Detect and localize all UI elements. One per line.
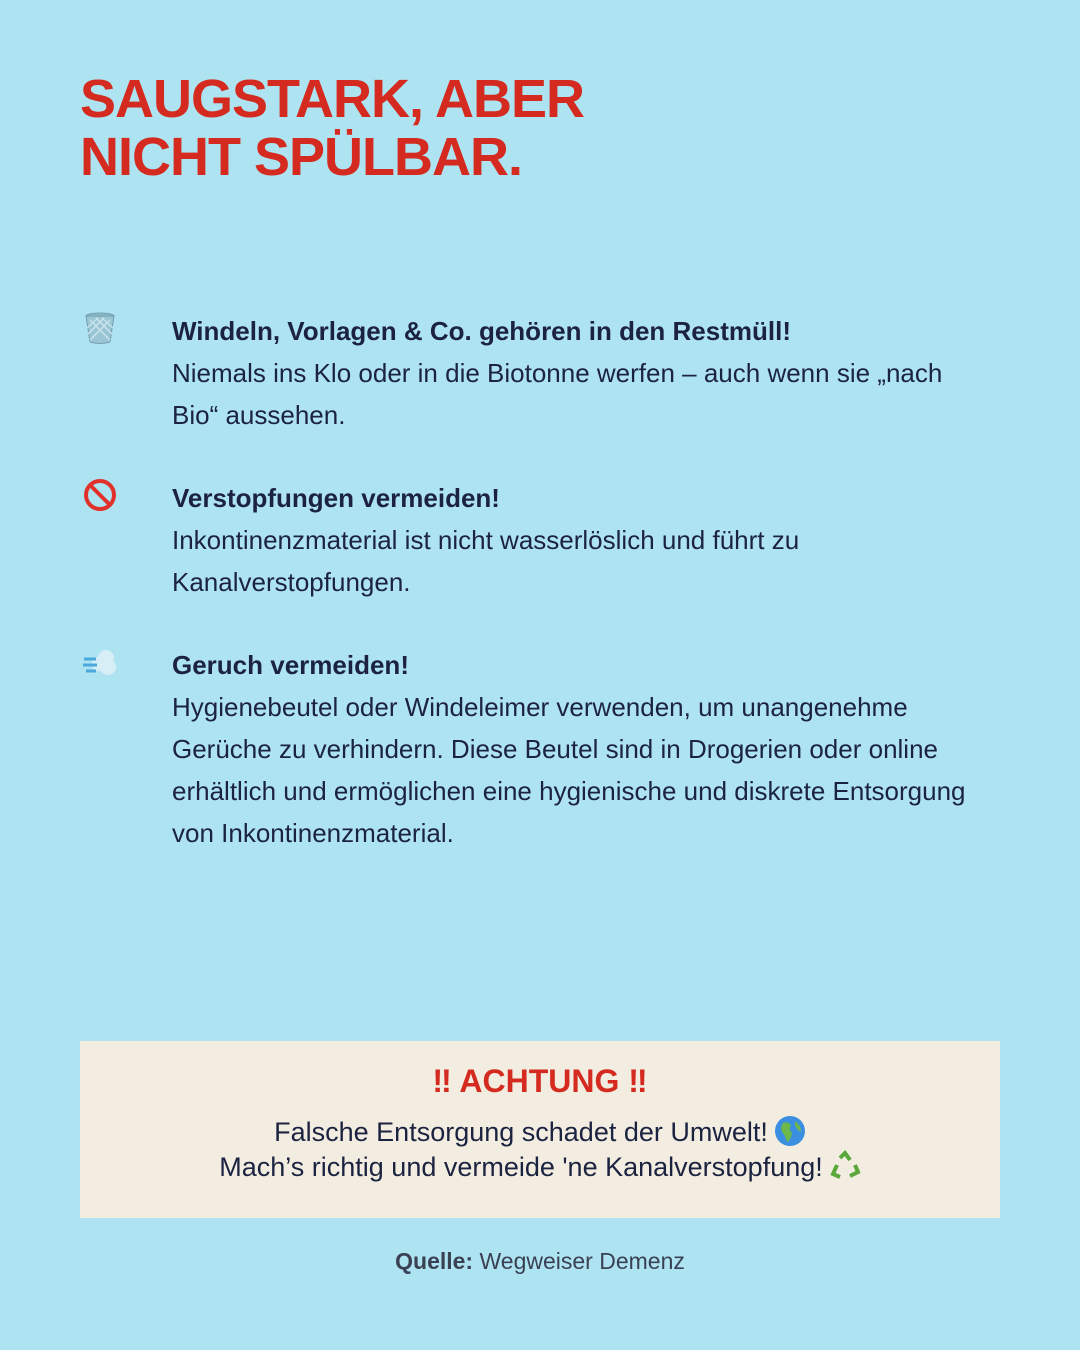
warning-line-1: Falsche Entsorgung schadet der Umwelt! <box>274 1117 768 1147</box>
wastebasket-icon <box>85 312 115 344</box>
warning-box: ‼ ACHTUNG ‼ Falsche Entsorgung schadet d… <box>80 1041 1000 1218</box>
dash-cloud-icon <box>83 650 116 675</box>
page-title: SAUGSTARK, ABER NICHT SPÜLBAR. <box>80 69 585 187</box>
recycle-icon <box>830 1150 861 1179</box>
prohibited-icon <box>84 479 116 511</box>
warning-line-2: Mach’s richtig und vermeide 'ne Kanalver… <box>219 1152 823 1182</box>
globe-icon <box>774 1116 805 1146</box>
warning-heading: ‼ ACHTUNG ‼ <box>432 1063 648 1099</box>
source-credit: Quelle: Wegweiser Demenz <box>395 1248 685 1274</box>
